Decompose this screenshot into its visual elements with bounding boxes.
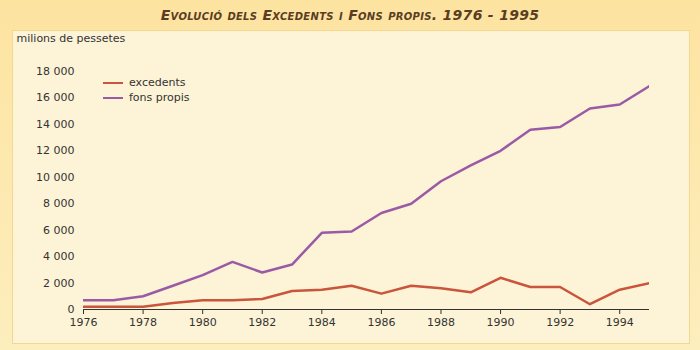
svg-text:16 000: 16 000 bbox=[36, 91, 75, 104]
svg-text:1976: 1976 bbox=[70, 316, 98, 329]
svg-text:1994: 1994 bbox=[606, 316, 634, 329]
svg-text:1988: 1988 bbox=[427, 316, 455, 329]
svg-text:1992: 1992 bbox=[546, 316, 574, 329]
svg-text:1990: 1990 bbox=[487, 316, 515, 329]
svg-text:14 000: 14 000 bbox=[36, 118, 75, 131]
svg-text:18 000: 18 000 bbox=[36, 65, 75, 78]
svg-text:1980: 1980 bbox=[189, 316, 217, 329]
svg-text:10 000: 10 000 bbox=[36, 171, 75, 184]
svg-text:milions de pessetes: milions de pessetes bbox=[17, 32, 126, 45]
svg-text:2 000: 2 000 bbox=[43, 277, 75, 290]
html-text:Evolució dels Excedents i Fons: Evolució dels Excedents i Fons propis. 1… bbox=[160, 7, 540, 23]
html-text:excedents: excedents bbox=[129, 76, 186, 89]
svg-text:6 000: 6 000 bbox=[43, 224, 75, 237]
svg-text:0: 0 bbox=[68, 303, 75, 316]
html-text:fons propis: fons propis bbox=[129, 91, 190, 104]
svg-text:1986: 1986 bbox=[367, 316, 395, 329]
svg-text:1978: 1978 bbox=[129, 316, 157, 329]
svg-text:12 000: 12 000 bbox=[36, 144, 75, 157]
svg-text:1982: 1982 bbox=[248, 316, 276, 329]
svg-text:1984: 1984 bbox=[308, 316, 336, 329]
svg-text:4 000: 4 000 bbox=[43, 250, 75, 263]
svg-text:8 000: 8 000 bbox=[43, 197, 75, 210]
